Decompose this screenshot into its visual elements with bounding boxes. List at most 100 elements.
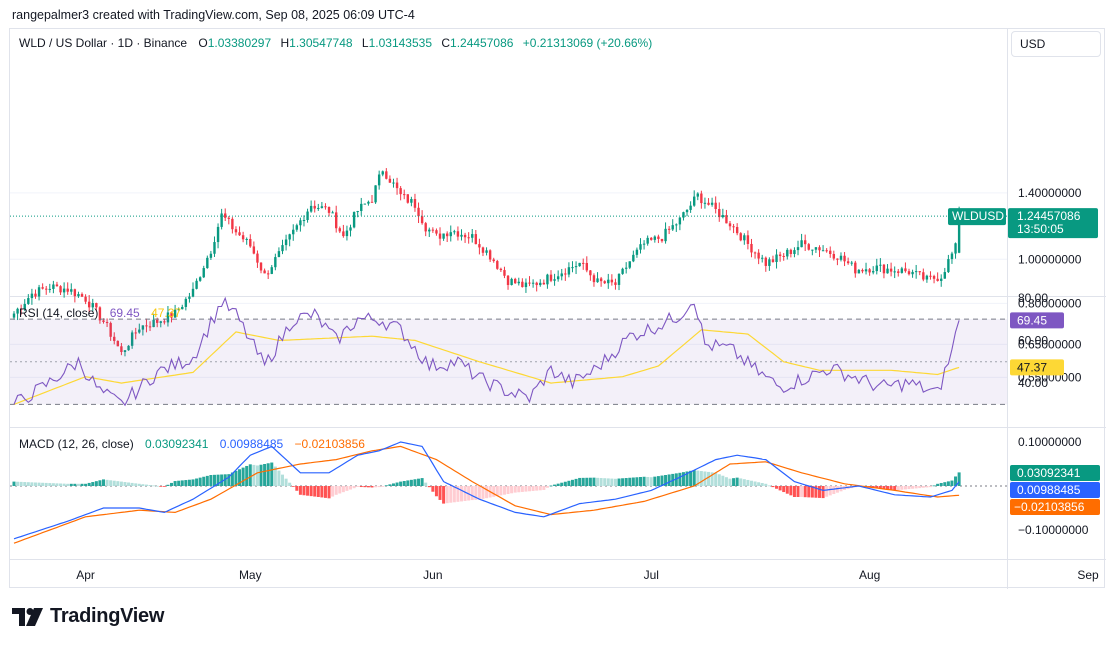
macd-histogram-bar <box>277 470 281 486</box>
candle-body <box>317 207 320 209</box>
currency-button[interactable]: USD <box>1011 31 1101 57</box>
rsi-axis-tick: 80.00 <box>1018 291 1048 305</box>
macd-histogram-bar <box>714 472 718 486</box>
macd-histogram-bar <box>560 482 564 486</box>
candle-body <box>503 270 506 276</box>
macd-histogram-bar <box>162 486 166 487</box>
macd-histogram-bar <box>900 486 904 490</box>
macd-histogram-bar <box>381 486 385 487</box>
candle-body <box>370 201 374 203</box>
macd-histogram-bar <box>946 481 950 486</box>
macd-histogram-bar <box>510 486 514 494</box>
candle-body <box>374 185 377 203</box>
rsi-band-fill <box>10 319 1007 405</box>
macd-histogram-bar <box>807 486 811 498</box>
macd-histogram-bar <box>48 483 52 486</box>
macd-histogram-bar <box>59 483 63 486</box>
macd-histogram-bar <box>44 482 48 486</box>
candle-body <box>850 262 853 264</box>
candle-body <box>854 262 857 274</box>
macd-histogram-bar <box>642 476 646 486</box>
macd-histogram-bar <box>331 486 335 497</box>
candle-body <box>381 171 384 175</box>
candle-body <box>345 230 349 237</box>
macd-histogram-bar <box>664 475 668 486</box>
macd-histogram-bar <box>212 474 216 486</box>
macd-histogram-bar <box>66 483 70 486</box>
candle-body <box>897 271 900 273</box>
candle-body <box>367 201 370 204</box>
candle-body <box>950 253 954 260</box>
macd-histogram-bar <box>12 481 16 486</box>
macd-histogram-bar <box>757 482 761 486</box>
macd-histogram-bar <box>460 486 463 502</box>
macd-title: MACD (12, 26, close) <box>19 437 134 451</box>
candle-body <box>549 274 553 281</box>
macd-histogram-bar <box>707 471 711 486</box>
macd-histogram-bar <box>284 478 288 486</box>
candle-body <box>578 262 581 267</box>
macd-histogram-bar <box>248 464 252 486</box>
macd-histogram-bar <box>134 483 138 486</box>
candle-body <box>417 207 420 217</box>
candle-body <box>73 289 77 297</box>
candle-body <box>635 249 639 255</box>
candle-body <box>778 254 782 256</box>
macd-histogram-bar <box>445 486 449 504</box>
candle-body <box>102 320 105 322</box>
candle-body <box>224 213 227 218</box>
candle-body <box>521 281 524 288</box>
macd-histogram-bar <box>198 477 202 486</box>
chart-frame[interactable]: 1.40000000 1.00000000 0.80000000 0.65000000… <box>9 28 1106 589</box>
macd-histogram-bar <box>402 481 406 486</box>
macd-histogram-bar <box>563 481 567 486</box>
macd-histogram-bar <box>388 484 392 486</box>
candle-body <box>256 253 259 263</box>
candle-body <box>607 279 610 284</box>
macd-histogram-bar <box>112 480 116 486</box>
macd-histogram-bar <box>94 481 98 486</box>
candle-body <box>671 225 674 230</box>
candle-body <box>130 332 134 346</box>
candle-body <box>288 234 291 240</box>
macd-histogram-bar <box>377 486 381 488</box>
candle-body <box>564 273 567 275</box>
high-label: H <box>280 36 290 50</box>
time-axis-label: May <box>239 568 262 582</box>
candle-body <box>116 340 120 347</box>
candle-body <box>198 277 202 281</box>
candle-body <box>757 252 760 259</box>
macd-line-value: 0.00988485 <box>219 437 284 451</box>
candle-body <box>682 212 685 218</box>
macd-histogram-bar <box>144 484 148 486</box>
macd-histogram-bar <box>80 483 84 486</box>
candle-body <box>438 233 442 239</box>
macd-histogram-bar <box>567 480 571 486</box>
candle-body <box>274 257 277 268</box>
candle-body <box>48 288 51 290</box>
candle-body <box>492 259 495 262</box>
candle-body <box>195 280 198 289</box>
rsi-ma-badge-value: 47.37 <box>1017 360 1047 374</box>
macd-histogram-bar <box>832 486 836 495</box>
macd-histogram-bar <box>363 486 367 488</box>
candle-body <box>825 250 828 252</box>
candle-body <box>249 238 252 247</box>
price-axis-tick: 1.00000000 <box>1018 252 1082 266</box>
macd-histogram-bar <box>524 486 528 492</box>
chart-canvas[interactable]: 1.40000000 1.00000000 0.80000000 0.65000000… <box>10 29 1106 589</box>
macd-histogram-bar <box>16 481 20 486</box>
candle-body <box>424 223 427 232</box>
macd-histogram-bar <box>903 486 907 490</box>
macd-histogram-bar <box>438 486 442 500</box>
macd-histogram-bar <box>835 486 839 493</box>
macd-line-badge-value: 0.00988485 <box>1017 483 1081 497</box>
macd-histogram-bar <box>667 474 671 486</box>
macd-histogram-bar <box>914 486 918 489</box>
time-axis-label: Jul <box>644 568 659 582</box>
candle-body <box>156 319 159 323</box>
macd-legend: MACD (12, 26, close) 0.03092341 0.009884… <box>19 437 369 451</box>
candle-body <box>535 282 538 286</box>
candle-body <box>886 268 889 274</box>
candle-body <box>245 238 248 240</box>
